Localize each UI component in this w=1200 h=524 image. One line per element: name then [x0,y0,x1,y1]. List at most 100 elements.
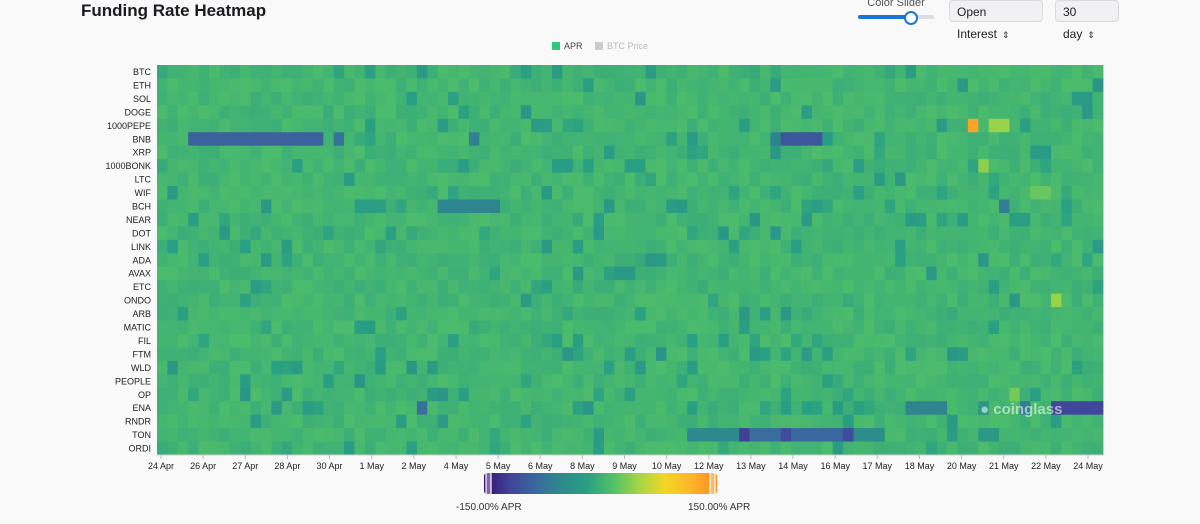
heatmap-cell [1071,360,1083,375]
heatmap-cell [780,118,792,133]
heatmap-cell [874,253,886,268]
heatmap-cell [541,414,553,429]
heatmap-cell [978,280,990,295]
heatmap-cell [999,145,1010,160]
heatmap-cell [999,307,1010,321]
heatmap-cell [895,159,906,173]
heatmap-cell [759,145,771,160]
heatmap-cell [541,212,553,227]
heatmap-cell [572,145,584,160]
color-slider[interactable]: Color Slider [856,0,936,25]
heatmap-cell [853,333,865,348]
heatmap-cell [739,414,750,429]
color-slider-track[interactable] [858,15,934,19]
heatmap-cell [645,414,657,429]
heatmap-cell [1061,105,1073,120]
legend-item-apr[interactable]: APR [551,41,582,51]
heatmap-cell [177,132,189,147]
heatmap-cell [666,428,678,442]
heatmap-cell [198,253,210,268]
heatmap-cell [645,145,657,160]
heatmap-cell [198,159,210,173]
heatmap-cell [437,91,449,106]
heatmap-cell [520,186,532,200]
color-slider-label: Color Slider [867,0,925,9]
heatmap-cell [583,239,595,254]
heatmap-cell [957,428,969,442]
heatmap-cell [718,293,730,308]
heatmap-cell [676,266,688,281]
heatmap-cell [655,401,667,416]
legend-item-btc-price[interactable]: BTC Price [595,41,648,51]
heatmap-cell [271,333,283,348]
heatmap-cell [489,199,501,214]
heatmap-cell [687,118,698,133]
heatmap-cell [375,132,387,147]
heatmap-cell [780,212,792,227]
y-tick-label: SOL [133,94,151,104]
heatmap-cell [884,91,896,106]
heatmap-cell [957,91,969,106]
heatmap-cell [822,414,834,429]
heatmap-cell [188,280,199,295]
heatmap-cell [448,186,459,200]
heatmap-cell [364,172,376,187]
heatmap-cell [260,118,272,133]
heatmap-cell [479,132,491,147]
heatmap-cell [427,239,439,254]
heatmap-cell [323,414,335,429]
heatmap-cell [250,307,262,321]
heatmap-cell [801,387,813,402]
heatmap-cell [645,253,657,268]
heatmap-cell [832,293,844,308]
heatmap-cell [759,253,771,268]
heatmap-cell [593,65,605,79]
heatmap-cell [520,132,532,147]
metric-select[interactable]: Open Interest ⇕ [949,0,1043,41]
heatmap-cell [375,145,387,160]
heatmap-cell [562,226,574,241]
range-select[interactable]: 30 day ⇕ [1055,0,1119,41]
heatmap-cell [354,333,366,348]
heatmap-cell [385,280,397,295]
heatmap-cell [167,266,179,281]
heatmap-cell [583,374,595,389]
heatmap-cell [978,401,990,416]
heatmap-cell [1040,159,1052,173]
heatmap-cell [822,320,834,335]
heatmap-cell [988,226,1000,241]
heatmap-cell [468,105,480,120]
heatmap-cell [655,132,667,147]
heatmap-cell [676,414,688,429]
heatmap-cell [240,186,251,200]
heatmap-cell [791,105,802,120]
heatmap-cell [884,266,896,281]
heatmap-cell [520,199,532,214]
heatmap-cell [1009,212,1021,227]
heatmap-cell [697,78,709,93]
heatmap-cell [936,320,948,335]
color-slider-handle[interactable] [904,11,919,25]
heatmap-cell [604,78,615,93]
heatmap-cell [396,333,407,348]
heatmap-cell [780,105,792,120]
heatmap-cell [479,320,491,335]
heatmap-cell [531,414,543,429]
heatmap-cell [468,65,480,79]
heatmap-cell [655,212,667,227]
heatmap-cell [406,401,418,416]
heatmap-cell [364,280,376,295]
heatmap-cell [999,374,1010,389]
heatmap-cell [635,307,646,321]
heatmap-cell [624,401,636,416]
y-tick-label: ADA [132,255,151,265]
heatmap-cell [604,199,615,214]
heatmap-cell [1019,441,1031,456]
heatmap-cell [188,132,199,147]
heatmap-cell [863,347,875,362]
heatmap-cell [676,159,688,173]
heatmap-cell [208,374,220,389]
heatmap-cell [479,159,491,173]
heatmap-cell [562,172,574,187]
heatmap-cell [458,307,470,321]
